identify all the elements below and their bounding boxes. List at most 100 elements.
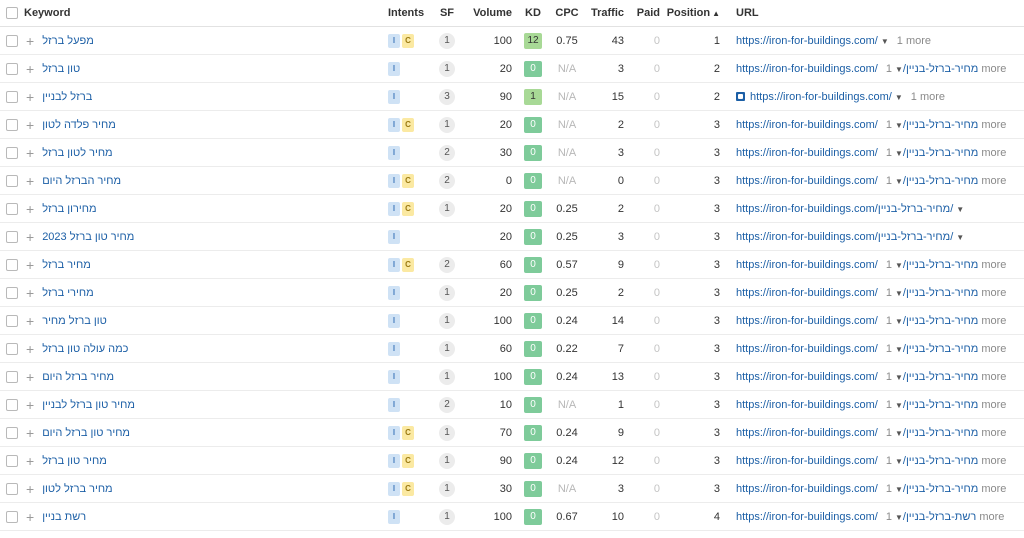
select-all-checkbox[interactable] — [6, 7, 18, 20]
add-keyword-icon[interactable]: + — [26, 284, 35, 301]
keyword-link[interactable]: מחיר טון ברזל — [42, 454, 107, 467]
row-checkbox[interactable] — [6, 342, 18, 355]
keyword-link[interactable]: מחיר ברזל לטון — [42, 482, 113, 495]
chevron-down-icon[interactable]: ▼ — [894, 400, 903, 410]
serp-features-count[interactable]: 1 — [439, 480, 455, 497]
col-keyword[interactable]: Keyword — [0, 0, 388, 27]
url-link[interactable]: https://iron-for-buildings.com/מחיר-ברזל… — [736, 258, 979, 271]
url-link[interactable]: https://iron-for-buildings.com/רשת-ברזל-… — [736, 510, 977, 523]
url-link[interactable]: https://iron-for-buildings.com/מחיר-ברזל… — [736, 174, 979, 187]
row-checkbox[interactable] — [6, 202, 18, 215]
add-keyword-icon[interactable]: + — [26, 200, 35, 217]
add-keyword-icon[interactable]: + — [26, 256, 35, 273]
url-link[interactable]: https://iron-for-buildings.com/מחיר-ברזל… — [736, 230, 954, 243]
serp-features-count[interactable]: 2 — [439, 172, 455, 189]
add-keyword-icon[interactable]: + — [26, 144, 35, 161]
chevron-down-icon[interactable]: ▼ — [894, 92, 903, 102]
keyword-link[interactable]: מחירון ברזל — [42, 202, 97, 215]
add-keyword-icon[interactable]: + — [26, 228, 35, 245]
more-urls-link[interactable]: 1 more — [885, 454, 1007, 467]
row-checkbox[interactable] — [6, 454, 18, 467]
url-link[interactable]: https://iron-for-buildings.com/מחיר-ברזל… — [736, 202, 954, 215]
chevron-down-icon[interactable]: ▼ — [894, 176, 903, 186]
more-urls-link[interactable]: 1 more — [885, 314, 1007, 327]
serp-features-count[interactable]: 1 — [439, 200, 455, 217]
chevron-down-icon[interactable]: ▼ — [956, 232, 965, 242]
row-checkbox[interactable] — [6, 314, 18, 327]
more-urls-link[interactable]: 1 more — [885, 426, 1007, 439]
more-urls-link[interactable]: 1 more — [885, 370, 1007, 383]
serp-features-count[interactable]: 2 — [439, 144, 455, 161]
row-checkbox[interactable] — [6, 90, 18, 103]
url-link[interactable]: https://iron-for-buildings.com/ — [750, 90, 892, 103]
serp-features-count[interactable]: 2 — [439, 396, 455, 413]
add-keyword-icon[interactable]: + — [26, 312, 35, 329]
more-urls-link[interactable]: 1 more — [885, 286, 1007, 299]
row-checkbox[interactable] — [6, 258, 18, 271]
chevron-down-icon[interactable]: ▼ — [894, 512, 903, 522]
add-keyword-icon[interactable]: + — [26, 60, 35, 77]
row-checkbox[interactable] — [6, 230, 18, 243]
more-urls-link[interactable]: 1 more — [896, 34, 932, 47]
chevron-down-icon[interactable]: ▼ — [894, 456, 903, 466]
col-intents[interactable]: Intents — [388, 0, 432, 27]
row-checkbox[interactable] — [6, 62, 18, 75]
serp-features-count[interactable]: 1 — [439, 340, 455, 357]
chevron-down-icon[interactable]: ▼ — [956, 204, 965, 214]
url-link[interactable]: https://iron-for-buildings.com/מחיר-ברזל… — [736, 454, 979, 467]
col-traffic[interactable]: Traffic — [586, 0, 630, 27]
chevron-down-icon[interactable]: ▼ — [894, 288, 903, 298]
serp-features-count[interactable]: 1 — [439, 312, 455, 329]
more-urls-link[interactable]: 1 more — [885, 174, 1007, 187]
add-keyword-icon[interactable]: + — [26, 508, 35, 525]
chevron-down-icon[interactable]: ▼ — [880, 36, 889, 46]
url-link[interactable]: https://iron-for-buildings.com/מחיר-ברזל… — [736, 398, 979, 411]
url-link[interactable]: https://iron-for-buildings.com/מחיר-ברזל… — [736, 482, 979, 495]
keyword-link[interactable]: ברזל לבניין — [42, 90, 93, 103]
url-link[interactable]: https://iron-for-buildings.com/ — [736, 34, 878, 47]
add-keyword-icon[interactable]: + — [26, 32, 35, 49]
chevron-down-icon[interactable]: ▼ — [894, 484, 903, 494]
add-keyword-icon[interactable]: + — [26, 452, 35, 469]
col-position[interactable]: Position ▲ — [666, 0, 726, 27]
more-urls-link[interactable]: 1 more — [885, 258, 1007, 271]
more-urls-link[interactable]: 1 more — [885, 482, 1007, 495]
url-link[interactable]: https://iron-for-buildings.com/מחיר-ברזל… — [736, 314, 979, 327]
col-kd[interactable]: KD — [518, 0, 548, 27]
add-keyword-icon[interactable]: + — [26, 340, 35, 357]
url-link[interactable]: https://iron-for-buildings.com/מחיר-ברזל… — [736, 118, 979, 131]
keyword-link[interactable]: טון ברזל — [42, 62, 81, 75]
row-checkbox[interactable] — [6, 146, 18, 159]
add-keyword-icon[interactable]: + — [26, 396, 35, 413]
more-urls-link[interactable]: 1 more — [910, 90, 946, 103]
keyword-link[interactable]: רשת בניין — [42, 510, 87, 523]
chevron-down-icon[interactable]: ▼ — [894, 372, 903, 382]
row-checkbox[interactable] — [6, 286, 18, 299]
keyword-link[interactable]: מחיר ברזל — [42, 258, 91, 271]
add-keyword-icon[interactable]: + — [26, 116, 35, 133]
row-checkbox[interactable] — [6, 118, 18, 131]
add-keyword-icon[interactable]: + — [26, 368, 35, 385]
keyword-link[interactable]: מחיר טון ברזל 2023 — [42, 230, 135, 243]
keyword-link[interactable]: מחיר ברזל היום — [42, 370, 115, 383]
serp-features-count[interactable]: 2 — [439, 256, 455, 273]
col-paid[interactable]: Paid — [630, 0, 666, 27]
col-volume[interactable]: Volume — [462, 0, 518, 27]
more-urls-link[interactable]: 1 more — [885, 146, 1007, 159]
add-keyword-icon[interactable]: + — [26, 424, 35, 441]
col-sf[interactable]: SF — [432, 0, 462, 27]
row-checkbox[interactable] — [6, 370, 18, 383]
row-checkbox[interactable] — [6, 426, 18, 439]
chevron-down-icon[interactable]: ▼ — [894, 64, 903, 74]
keyword-link[interactable]: כמה עולה טון ברזל — [42, 342, 129, 355]
col-cpc[interactable]: CPC — [548, 0, 586, 27]
more-urls-link[interactable]: 1 more — [885, 510, 1005, 523]
more-urls-link[interactable]: 1 more — [885, 118, 1007, 131]
url-link[interactable]: https://iron-for-buildings.com/מחיר-ברזל… — [736, 146, 979, 159]
url-link[interactable]: https://iron-for-buildings.com/מחיר-ברזל… — [736, 286, 979, 299]
row-checkbox[interactable] — [6, 174, 18, 187]
row-checkbox[interactable] — [6, 34, 18, 47]
more-urls-link[interactable]: 1 more — [885, 342, 1007, 355]
url-link[interactable]: https://iron-for-buildings.com/מחיר-ברזל… — [736, 370, 979, 383]
keyword-link[interactable]: מחיר פלדה לטון — [42, 118, 116, 131]
